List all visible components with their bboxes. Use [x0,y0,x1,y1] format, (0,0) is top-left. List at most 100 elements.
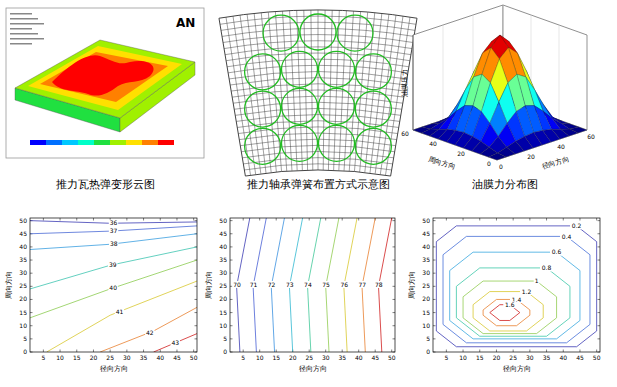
tick [230,286,233,287]
tick-label: 50 [422,217,430,224]
tick [433,312,436,313]
tick [93,350,94,353]
contour-line [47,281,197,352]
tick-label: 20 [493,354,501,361]
tick [358,350,359,353]
tick [433,286,436,287]
tick-label: 15 [73,354,81,361]
tick [393,299,396,300]
slab-top [15,40,195,118]
contour-line [154,334,197,352]
contour-line [473,292,543,331]
tick [446,218,447,221]
tick [433,260,436,261]
mesh-arc [221,22,415,30]
plot-area [230,218,395,352]
tick-label: 45 [219,230,227,237]
contour-label: 0.8 [542,264,552,271]
axis-label: 径向方向 [541,155,570,171]
label-bg [550,249,563,256]
tick [342,218,343,221]
tick [230,312,233,313]
label-bg [145,329,154,336]
tick [230,273,233,274]
contour-line [450,252,580,339]
tick-label: 25 [305,354,313,361]
mesh-arc [225,47,411,55]
surface-plot: 02040600204060径向方向周向方向油膜压力 [401,5,595,171]
tick [193,218,194,221]
mesh-arc [244,164,391,170]
tick-label: 45 [371,354,379,361]
tick-label: 40 [156,354,164,361]
tick [195,273,198,274]
tick [230,338,233,339]
tick-label: 5 [444,354,448,361]
tick-label: 35 [140,354,148,361]
colorbar-cell [78,140,94,145]
tick [433,273,436,274]
tick-label: 35 [219,256,227,263]
label-bg [115,308,124,315]
contour-label: 72 [268,281,276,288]
colorbar-cell [110,140,126,145]
tick [30,260,33,261]
tick [230,260,233,261]
tick [143,350,144,353]
tick-label: 20 [289,354,297,361]
tick [76,218,77,221]
tick [143,218,144,221]
tick [76,350,77,353]
mesh-arc [239,133,396,140]
label-bg [560,233,573,240]
grid-line [443,25,527,150]
tick-label: 15 [476,354,484,361]
label-bg [358,281,367,288]
spring [355,128,391,164]
spring [245,91,281,127]
tick-label: 35 [19,256,27,263]
tick [276,218,277,221]
tick [479,218,480,221]
tick [230,246,233,247]
tick [43,350,44,353]
tick-label: 40 [355,354,363,361]
tick [393,338,396,339]
tick [160,218,161,221]
tick-label: 45 [576,354,584,361]
contour-label: 0.2 [572,222,582,229]
contour-lines [30,221,197,352]
contour-label: 39 [109,261,117,268]
tick [393,246,396,247]
mesh-arc [243,158,392,164]
tick [195,312,198,313]
tick [598,312,601,313]
tick [375,350,376,353]
mesh-arc [227,59,409,67]
tick [195,325,198,326]
spring [318,125,354,161]
tick [596,350,597,353]
contour-labels: 707172737475767778 [232,281,383,288]
mesh-arc [223,35,413,43]
mesh-arc [220,16,416,24]
tick-label: 25 [509,354,517,361]
label-bg [267,281,276,288]
contour-label: 42 [146,329,154,336]
tick-label: 50 [190,354,198,361]
info-line [10,18,38,20]
contour-label: 36 [110,219,118,226]
spring [355,54,391,90]
tick [546,218,547,221]
tick [309,350,310,353]
label-bg [534,278,540,285]
tick [230,233,233,234]
contour-label: 41 [116,308,124,315]
tick-label: 35 [422,256,430,263]
tick [176,218,177,221]
spring [245,128,281,164]
mesh-arc [241,145,394,151]
tick-label: 45 [422,230,430,237]
contour-label: 40 [109,284,117,291]
tick-label: 50 [19,217,27,224]
